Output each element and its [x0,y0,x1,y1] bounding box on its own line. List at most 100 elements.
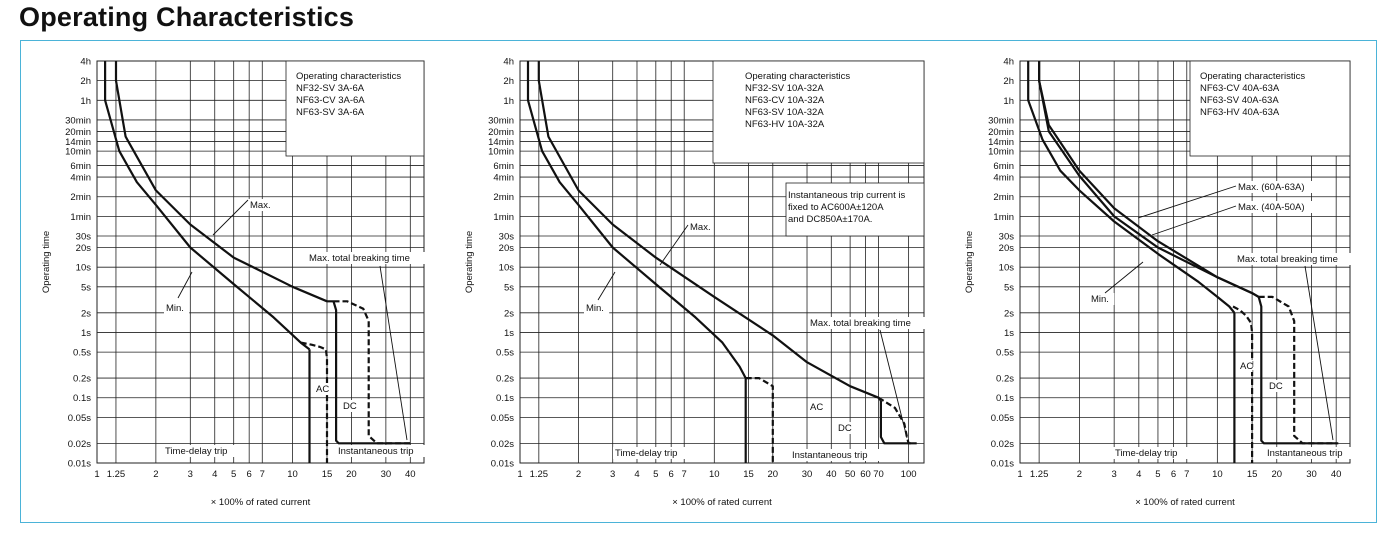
x-tick-label: 4 [634,469,639,480]
annotation-bg [790,449,890,461]
x-axis-label: × 100% of rated current [1135,497,1235,508]
y-tick-label: 0.1s [496,393,514,404]
annotation-leader [659,224,689,266]
y-tick-label: 10s [76,263,92,274]
y-tick-label: 0.05s [991,413,1014,424]
y-tick-label: 0.01s [991,459,1014,470]
y-tick-label: 4h [1003,57,1014,68]
chart-frame [20,40,1377,523]
annotation-max: Max. [690,222,711,233]
y-axis-label: Operating time [41,231,52,293]
annotation-instantaneous: Instantaneous trip [1267,448,1343,459]
y-tick-label: 0.02s [991,439,1014,450]
y-tick-label: 0.02s [491,439,514,450]
x-axis-label: × 100% of rated current [672,497,772,508]
annotation-bg [688,221,714,233]
series-line [1258,295,1339,445]
x-tick-label: 5 [231,469,236,480]
y-tick-label: 2min [493,192,514,203]
x-tick-label: 70 [873,469,884,480]
y-tick-label: 4h [80,57,91,68]
info-box-title: Operating characteristics [296,71,401,82]
y-tick-label: 0.01s [68,459,91,470]
y-tick-label: 10s [999,263,1015,274]
y-tick-label: 2min [70,192,91,203]
y-tick-label: 0.5s [496,348,514,359]
x-tick-label: 15 [743,469,754,480]
annotation-leader [1104,261,1144,294]
x-tick-label: 15 [1247,469,1258,480]
x-tick-label: 2 [153,469,158,480]
x-tick-label: 3 [1112,469,1117,480]
annotation-max-total: Max. total breaking time [309,253,410,264]
y-tick-label: 1min [993,212,1014,223]
y-tick-label: 20s [76,243,92,254]
annotation-min: Min. [586,303,604,314]
x-tick-label: 1 [1017,469,1022,480]
y-tick-label: 5s [81,282,91,293]
info-box-model: NF32-SV 3A-6A [296,83,365,94]
y-tick-label: 5s [1004,282,1014,293]
annotation-bg [1089,293,1115,305]
y-tick-label: 0.2s [996,374,1014,385]
y-tick-label: 10s [499,263,515,274]
annotation-bg [336,445,436,457]
y-tick-label: 14min [488,137,514,148]
x-tick-label: 3 [188,469,193,480]
annotation-bg [584,302,610,314]
info-box-title: Operating characteristics [745,71,850,82]
info-box-title: Operating characteristics [1200,71,1305,82]
x-tick-label: 1 [94,469,99,480]
series-line [879,400,917,445]
series-line [103,61,311,351]
y-tick-label: 0.01s [491,459,514,470]
annotation-leader [1304,265,1334,441]
y-axis-label: Operating time [464,231,475,293]
annotation-min: Min. [1091,294,1109,305]
annotation-leader [379,265,408,441]
annotation-bg [1235,253,1367,265]
annotation-leader [177,271,193,299]
series-line [300,341,329,463]
y-tick-label: 2h [80,76,91,87]
y-tick-label: 0.05s [491,413,514,424]
x-tick-label: 20 [346,469,357,480]
series-line [745,377,774,463]
info-box-model: NF63-CV 40A-63A [1200,83,1280,94]
y-tick-label: 2s [504,308,514,319]
y-tick-label: 1s [81,328,91,339]
y-tick-label: 1min [70,212,91,223]
y-tick-label: 1h [503,96,514,107]
x-tick-label: 3 [610,469,615,480]
x-tick-label: 5 [653,469,658,480]
annotation-instantaneous: Instantaneous trip [338,446,414,457]
annotation-bg [341,400,356,412]
x-tick-label: 1.25 [530,469,549,480]
y-tick-label: 4min [493,173,514,184]
x-tick-label: 2 [1077,469,1082,480]
x-tick-label: 40 [1331,469,1342,480]
y-tick-label: 1s [1004,328,1014,339]
x-tick-label: 6 [669,469,674,480]
y-tick-label: 20min [988,127,1014,138]
info-box-model: NF63-SV 10A-32A [745,107,824,118]
y-tick-label: 14min [65,137,91,148]
info-box-model: NF63-SV 40A-63A [1200,95,1279,106]
x-tick-label: 10 [287,469,298,480]
y-tick-label: 30s [499,232,515,243]
annotation-bg [808,401,823,413]
x-tick-label: 20 [1271,469,1282,480]
y-axis-label: Operating time [964,231,975,293]
x-tick-label: 1 [517,469,522,480]
info-box-model: NF63-HV 40A-63A [1200,107,1280,118]
annotation-max-60-63: Max. (60A-63A) [1238,182,1305,193]
y-tick-label: 30s [76,232,92,243]
info-box-model: NF63-CV 3A-6A [296,95,365,106]
x-tick-label: 10 [1212,469,1223,480]
annotation-dc: DC [1269,381,1283,392]
annotation-bg [163,445,247,457]
annotation-bg [314,383,329,395]
y-tick-label: 6min [993,161,1014,172]
y-tick-label: 0.05s [68,413,91,424]
x-tick-label: 30 [802,469,813,480]
